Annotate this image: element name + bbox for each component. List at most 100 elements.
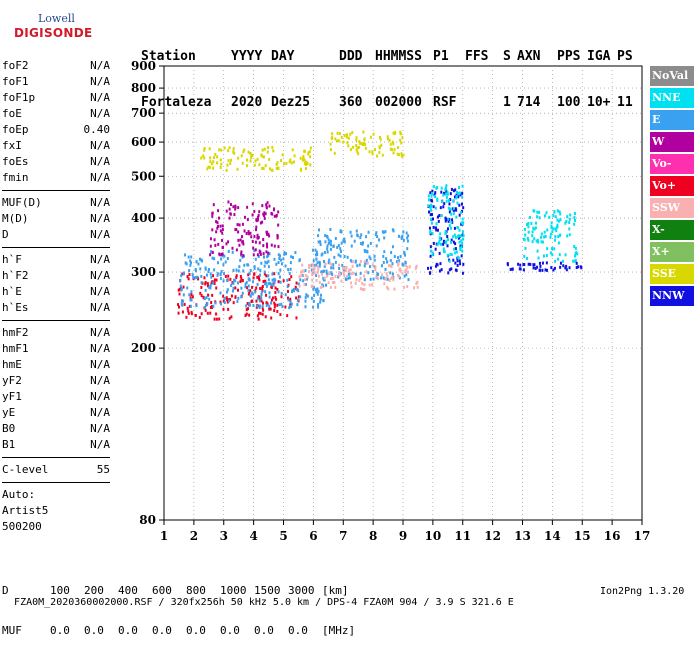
echo-point <box>339 247 342 251</box>
distance-label: D <box>2 584 9 597</box>
echo-point <box>208 166 211 170</box>
param-row: foF2 N/A <box>2 58 110 74</box>
echo-point <box>261 166 264 170</box>
echo-point <box>223 301 226 305</box>
auto-artist: Artist5 <box>2 504 49 517</box>
param-name: yE <box>2 406 16 419</box>
echo-point <box>396 256 399 260</box>
echo-point <box>215 317 218 321</box>
echo-point <box>398 259 401 263</box>
echo-point <box>325 271 328 275</box>
echo-point <box>346 141 349 145</box>
x-tick-label: 13 <box>514 529 531 543</box>
echo-point <box>229 277 232 281</box>
echo-point <box>228 316 231 320</box>
echo-point <box>329 285 332 289</box>
echo-point <box>297 282 300 286</box>
echo-point <box>281 153 284 157</box>
echo-point <box>399 268 402 272</box>
echo-point <box>447 219 450 223</box>
echo-point <box>243 215 246 219</box>
echo-point <box>315 257 318 261</box>
echo-point <box>219 224 222 228</box>
param-row: yF2 N/A <box>2 373 110 389</box>
echo-point <box>306 275 309 279</box>
echo-point <box>191 273 194 277</box>
echo-point <box>329 142 332 146</box>
echo-point <box>311 269 314 273</box>
echo-point <box>308 266 311 270</box>
echo-point <box>268 157 271 161</box>
echo-point <box>198 315 201 319</box>
echo-point <box>212 304 215 308</box>
echo-point <box>538 210 541 214</box>
echo-point <box>337 244 340 248</box>
echo-point <box>331 280 334 284</box>
echo-point <box>553 247 556 251</box>
echo-point <box>262 238 265 242</box>
echo-point <box>429 213 432 217</box>
echo-point <box>209 311 212 315</box>
echo-point <box>243 263 246 267</box>
echo-point <box>270 298 273 302</box>
echo-point <box>580 266 583 270</box>
echo-point <box>447 206 450 210</box>
param-row: yE N/A <box>2 405 110 421</box>
echo-point <box>334 285 337 289</box>
echo-point <box>199 267 202 271</box>
echo-point <box>447 271 450 275</box>
echo-point <box>248 301 251 305</box>
param-name: foE <box>2 107 22 120</box>
echo-point <box>267 251 270 255</box>
echo-point <box>268 167 271 171</box>
distance-value: 100 <box>50 584 70 597</box>
echo-point <box>531 240 534 244</box>
echo-point <box>543 230 546 234</box>
echo-point <box>301 274 304 278</box>
echo-point <box>527 238 530 242</box>
echo-point <box>402 230 405 234</box>
echo-point <box>523 254 526 258</box>
echo-point <box>245 232 248 236</box>
echo-point <box>368 150 371 154</box>
echo-point <box>541 240 544 244</box>
echo-point <box>535 221 538 225</box>
echo-point <box>459 234 462 238</box>
echo-point <box>246 286 249 290</box>
params-group-muf: MUF(D) N/A M(D) N/A D N/A <box>2 195 110 243</box>
echo-point <box>259 273 262 277</box>
echo-point <box>366 250 369 254</box>
muf-unit: [MHz] <box>322 624 356 637</box>
echo-point <box>326 234 329 238</box>
echo-point <box>448 217 451 221</box>
echo-point <box>204 266 207 270</box>
distance-value: 800 <box>186 584 206 597</box>
echo-point <box>553 210 556 214</box>
echo-point <box>267 146 270 150</box>
echo-point <box>273 272 276 276</box>
echo-point <box>211 256 214 260</box>
echo-point <box>209 272 212 276</box>
echo-point <box>372 277 375 281</box>
echo-point <box>227 249 230 253</box>
echo-point <box>270 285 273 289</box>
echo-point <box>442 205 445 209</box>
echo-point <box>329 271 332 275</box>
echo-point <box>339 254 342 258</box>
echo-point <box>453 233 456 237</box>
echo-point <box>260 153 263 157</box>
echo-point <box>391 140 394 144</box>
echo-point <box>204 282 207 286</box>
echo-point <box>328 258 331 262</box>
param-name: foF2 <box>2 59 29 72</box>
echo-point <box>448 268 451 272</box>
echo-point <box>290 161 293 165</box>
echo-point <box>248 272 251 276</box>
echo-point <box>195 304 198 308</box>
echo-point <box>461 195 464 199</box>
echo-point <box>388 278 391 282</box>
echo-point <box>273 281 276 285</box>
echo-point <box>198 257 201 261</box>
echo-point <box>343 240 346 244</box>
param-value: N/A <box>90 212 110 225</box>
